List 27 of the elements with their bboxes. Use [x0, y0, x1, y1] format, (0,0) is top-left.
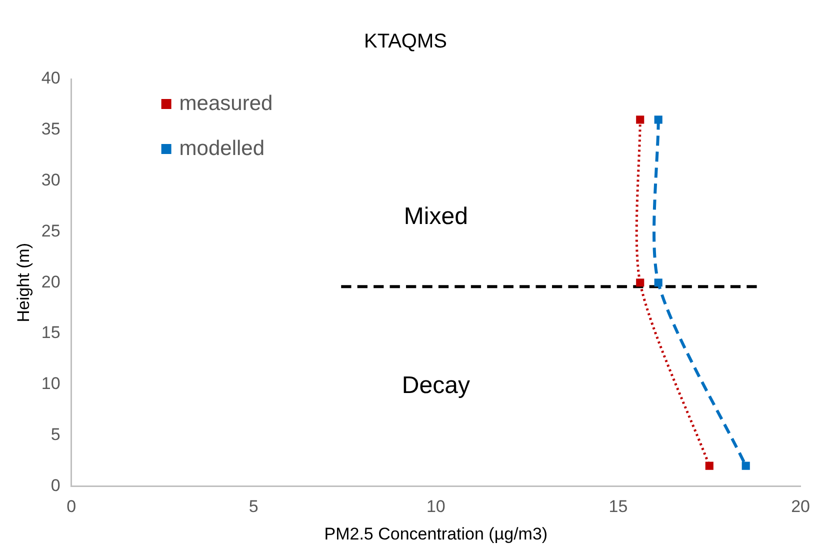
y-tick-label: 15 [41, 323, 60, 342]
annotation: Mixed [404, 203, 468, 230]
y-tick-label: 20 [41, 272, 60, 292]
y-tick-label: 25 [41, 221, 60, 240]
y-tick-label: 40 [41, 68, 60, 88]
y-tick-label: 0 [50, 476, 60, 495]
chart-title: KTAQMS [364, 30, 447, 53]
point [636, 278, 644, 287]
y-axis-title: Height (m) [14, 242, 33, 322]
y-tick-label: 35 [41, 120, 60, 139]
x-tick-label: 10 [426, 497, 446, 516]
point [654, 116, 662, 124]
point [705, 462, 714, 470]
x-axis-title: PM2.5 Concentration (µg/m3) [324, 524, 548, 544]
point [742, 462, 750, 470]
x-tick-label: 5 [248, 497, 258, 516]
legend-label: measured [179, 92, 273, 115]
point [654, 278, 662, 287]
x-tick-label: 15 [608, 497, 628, 516]
annotation: Decay [402, 372, 470, 400]
y-tick-label: 30 [41, 170, 60, 190]
x-tick-label: 0 [66, 497, 76, 516]
legend-label: modelled [179, 136, 265, 160]
y-tick-label: 10 [41, 374, 60, 394]
x-tick-label: 20 [791, 497, 810, 516]
point [636, 116, 644, 124]
y-tick-label: 5 [50, 424, 60, 444]
